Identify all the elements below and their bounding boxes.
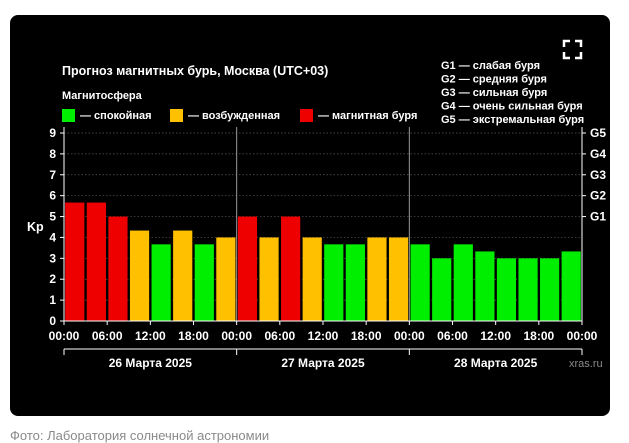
bar-15 (388, 237, 409, 321)
legend-swatch-1 (170, 109, 183, 122)
y-tick-label-2: 2 (49, 272, 56, 286)
y-tick-label-1: 1 (49, 293, 56, 307)
g-scale-item-4: G5 — экстремальная буря (441, 114, 584, 126)
bar-7 (216, 237, 236, 321)
bar-8 (237, 216, 258, 321)
fullscreen-icon[interactable] (562, 39, 583, 60)
kp-forecast-chart: Прогноз магнитных бурь, Москва (UTC+03) … (27, 39, 607, 370)
g-tick-label-3: G4 (590, 147, 606, 161)
bar-5 (173, 230, 193, 321)
g-tick-label-2: G3 (590, 168, 606, 182)
x-tick-label-5: 06:00 (264, 329, 295, 343)
bar-10 (281, 216, 301, 321)
y-tick-label-9: 9 (49, 126, 56, 140)
day-label-1: 27 Марта 2025 (281, 356, 365, 370)
y-tick-label-7: 7 (49, 168, 56, 182)
y-tick-label-0: 0 (49, 314, 56, 328)
bar-17 (432, 258, 452, 321)
x-tick-label-4: 00:00 (221, 329, 252, 343)
x-tick-label-10: 12:00 (480, 329, 511, 343)
g-tick-label-1: G2 (590, 189, 606, 203)
x-tick-label-3: 18:00 (178, 329, 209, 343)
legend-title: Магнитосфера (62, 90, 143, 102)
bar-20 (496, 258, 517, 321)
bar-13 (345, 244, 365, 321)
x-tick-label-0: 00:00 (49, 329, 80, 343)
y-tick-label-4: 4 (49, 230, 56, 244)
g-scale-item-1: G2 — средняя буря (441, 74, 547, 86)
x-tick-label-9: 06:00 (437, 329, 468, 343)
bar-23 (561, 251, 581, 321)
bar-6 (194, 244, 214, 321)
g-tick-label-0: G1 (590, 210, 606, 224)
g-scale-item-3: G4 — очень сильная буря (441, 101, 583, 113)
x-tick-label-1: 06:00 (92, 329, 123, 343)
y-axis-label: Kp (27, 220, 44, 234)
bar-18 (453, 244, 473, 321)
bar-22 (540, 258, 560, 321)
bar-21 (518, 258, 538, 321)
legend-label-0: — спокойная (80, 110, 152, 122)
bar-14 (367, 237, 387, 321)
plot-area: 0 1 2 3 4 5 6 7 8 9 G1 G2 G3 G4 G5 00:00 06:00 12:00 18:00… (49, 126, 607, 370)
chart-card: Прогноз магнитных бурь, Москва (UTC+03) … (10, 15, 610, 416)
day-label-2: 28 Марта 2025 (454, 356, 538, 370)
x-tick-label-11: 18:00 (523, 329, 554, 343)
y-tick-label-8: 8 (49, 147, 56, 161)
x-tick-label-2: 12:00 (135, 329, 166, 343)
bar-0 (65, 202, 85, 321)
bar-12 (324, 244, 344, 321)
photo-caption: Фото: Лаборатория солнечной астрономии (10, 428, 270, 443)
g-scale-item-0: G1 — слабая буря (441, 60, 540, 72)
chart-title: Прогноз магнитных бурь, Москва (UTC+03) (62, 64, 328, 78)
legend-label-1: — возбужденная (188, 110, 280, 122)
bar-16 (410, 244, 430, 321)
legend-swatch-2 (300, 109, 313, 122)
x-tick-label-12: 00:00 (567, 329, 598, 343)
legend-label-2: — магнитная буря (318, 110, 417, 122)
watermark: xras.ru (569, 358, 603, 370)
bar-1 (86, 202, 106, 321)
bar-9 (259, 237, 279, 321)
y-tick-label-6: 6 (49, 189, 56, 203)
bar-2 (108, 216, 128, 321)
x-tick-label-7: 18:00 (351, 329, 382, 343)
bar-3 (129, 230, 150, 321)
y-tick-label-3: 3 (49, 251, 56, 265)
y-tick-label-5: 5 (49, 210, 56, 224)
bar-11 (302, 237, 322, 321)
day-label-0: 26 Марта 2025 (109, 356, 193, 370)
legend-swatch-0 (62, 109, 75, 122)
bar-19 (475, 251, 495, 321)
x-tick-label-6: 12:00 (308, 329, 339, 343)
legend: — спокойная — возбужденная — магнитная бур… (62, 109, 417, 122)
bar-4 (151, 244, 171, 321)
g-tick-label-4: G5 (590, 126, 606, 140)
x-tick-label-8: 00:00 (394, 329, 425, 343)
g-scale-item-2: G3 — сильная буря (441, 87, 547, 99)
